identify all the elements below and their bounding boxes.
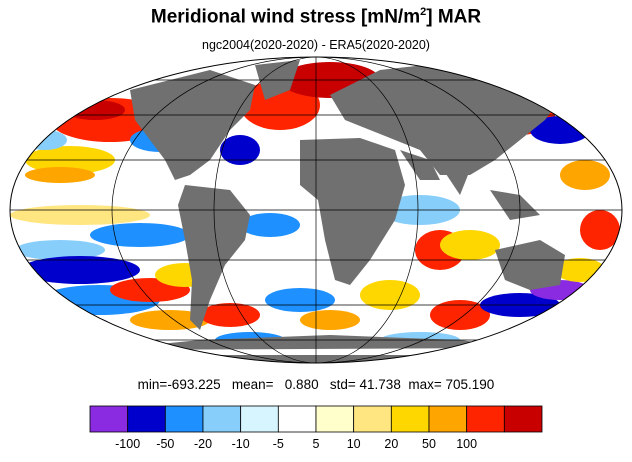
- colorbar-swatch: [466, 405, 505, 433]
- stat-max: 705.190: [445, 377, 495, 392]
- colorbar-tick-label: 10: [346, 437, 361, 451]
- colorbar-tick-label: -10: [231, 437, 250, 451]
- title-tail: ] MAR: [426, 6, 482, 28]
- colorbar-tick-label: 20: [384, 437, 399, 451]
- colorbar-swatch: [127, 405, 166, 433]
- colorbar-swatch: [315, 405, 355, 433]
- colorbar-tick-label: 50: [422, 437, 436, 451]
- colorbar-tick-label: -5: [272, 437, 284, 451]
- colorbar-tick-label: -50: [156, 437, 175, 451]
- map-title: Meridional wind stress [mN/m2] MAR: [0, 6, 632, 28]
- stat-std: 41.738: [359, 377, 401, 392]
- colorbar-tick-label: 5: [312, 437, 320, 451]
- colorbar-swatch: [503, 405, 543, 433]
- title-main: Meridional wind stress [mN/m: [150, 6, 421, 28]
- stat-min: -693.225: [167, 377, 221, 392]
- title-superscript: 2: [420, 6, 427, 18]
- colorbar-swatch: [277, 405, 317, 433]
- colorbar-swatch: [240, 405, 279, 433]
- colorbar-swatch: [202, 405, 242, 433]
- colorbar-swatch: [428, 405, 468, 433]
- globe-outline: [9, 56, 623, 364]
- colorbar-swatch: [390, 405, 430, 433]
- colorbar-swatch: [353, 405, 392, 433]
- stat-mean: 0.880: [284, 377, 319, 392]
- stat-std-label: std=: [329, 377, 356, 392]
- stat-min-label: min=: [137, 377, 168, 392]
- stat-mean-label: mean=: [231, 377, 274, 392]
- graticule: [10, 57, 622, 363]
- stats-line: min=-693.225 mean= 0.880 std= 41.738 max…: [0, 377, 632, 392]
- colorbar-tick-label: 100: [456, 437, 478, 451]
- colorbar-swatch: [164, 405, 204, 433]
- map-subtitle: ngc2004(2020-2020) - ERA5(2020-2020): [202, 38, 430, 52]
- colorbar-tick-label: -100: [115, 437, 141, 451]
- colorbar-swatch: [89, 405, 129, 433]
- stat-max-label: max=: [408, 377, 442, 392]
- colorbar-tick-label: -20: [193, 437, 213, 451]
